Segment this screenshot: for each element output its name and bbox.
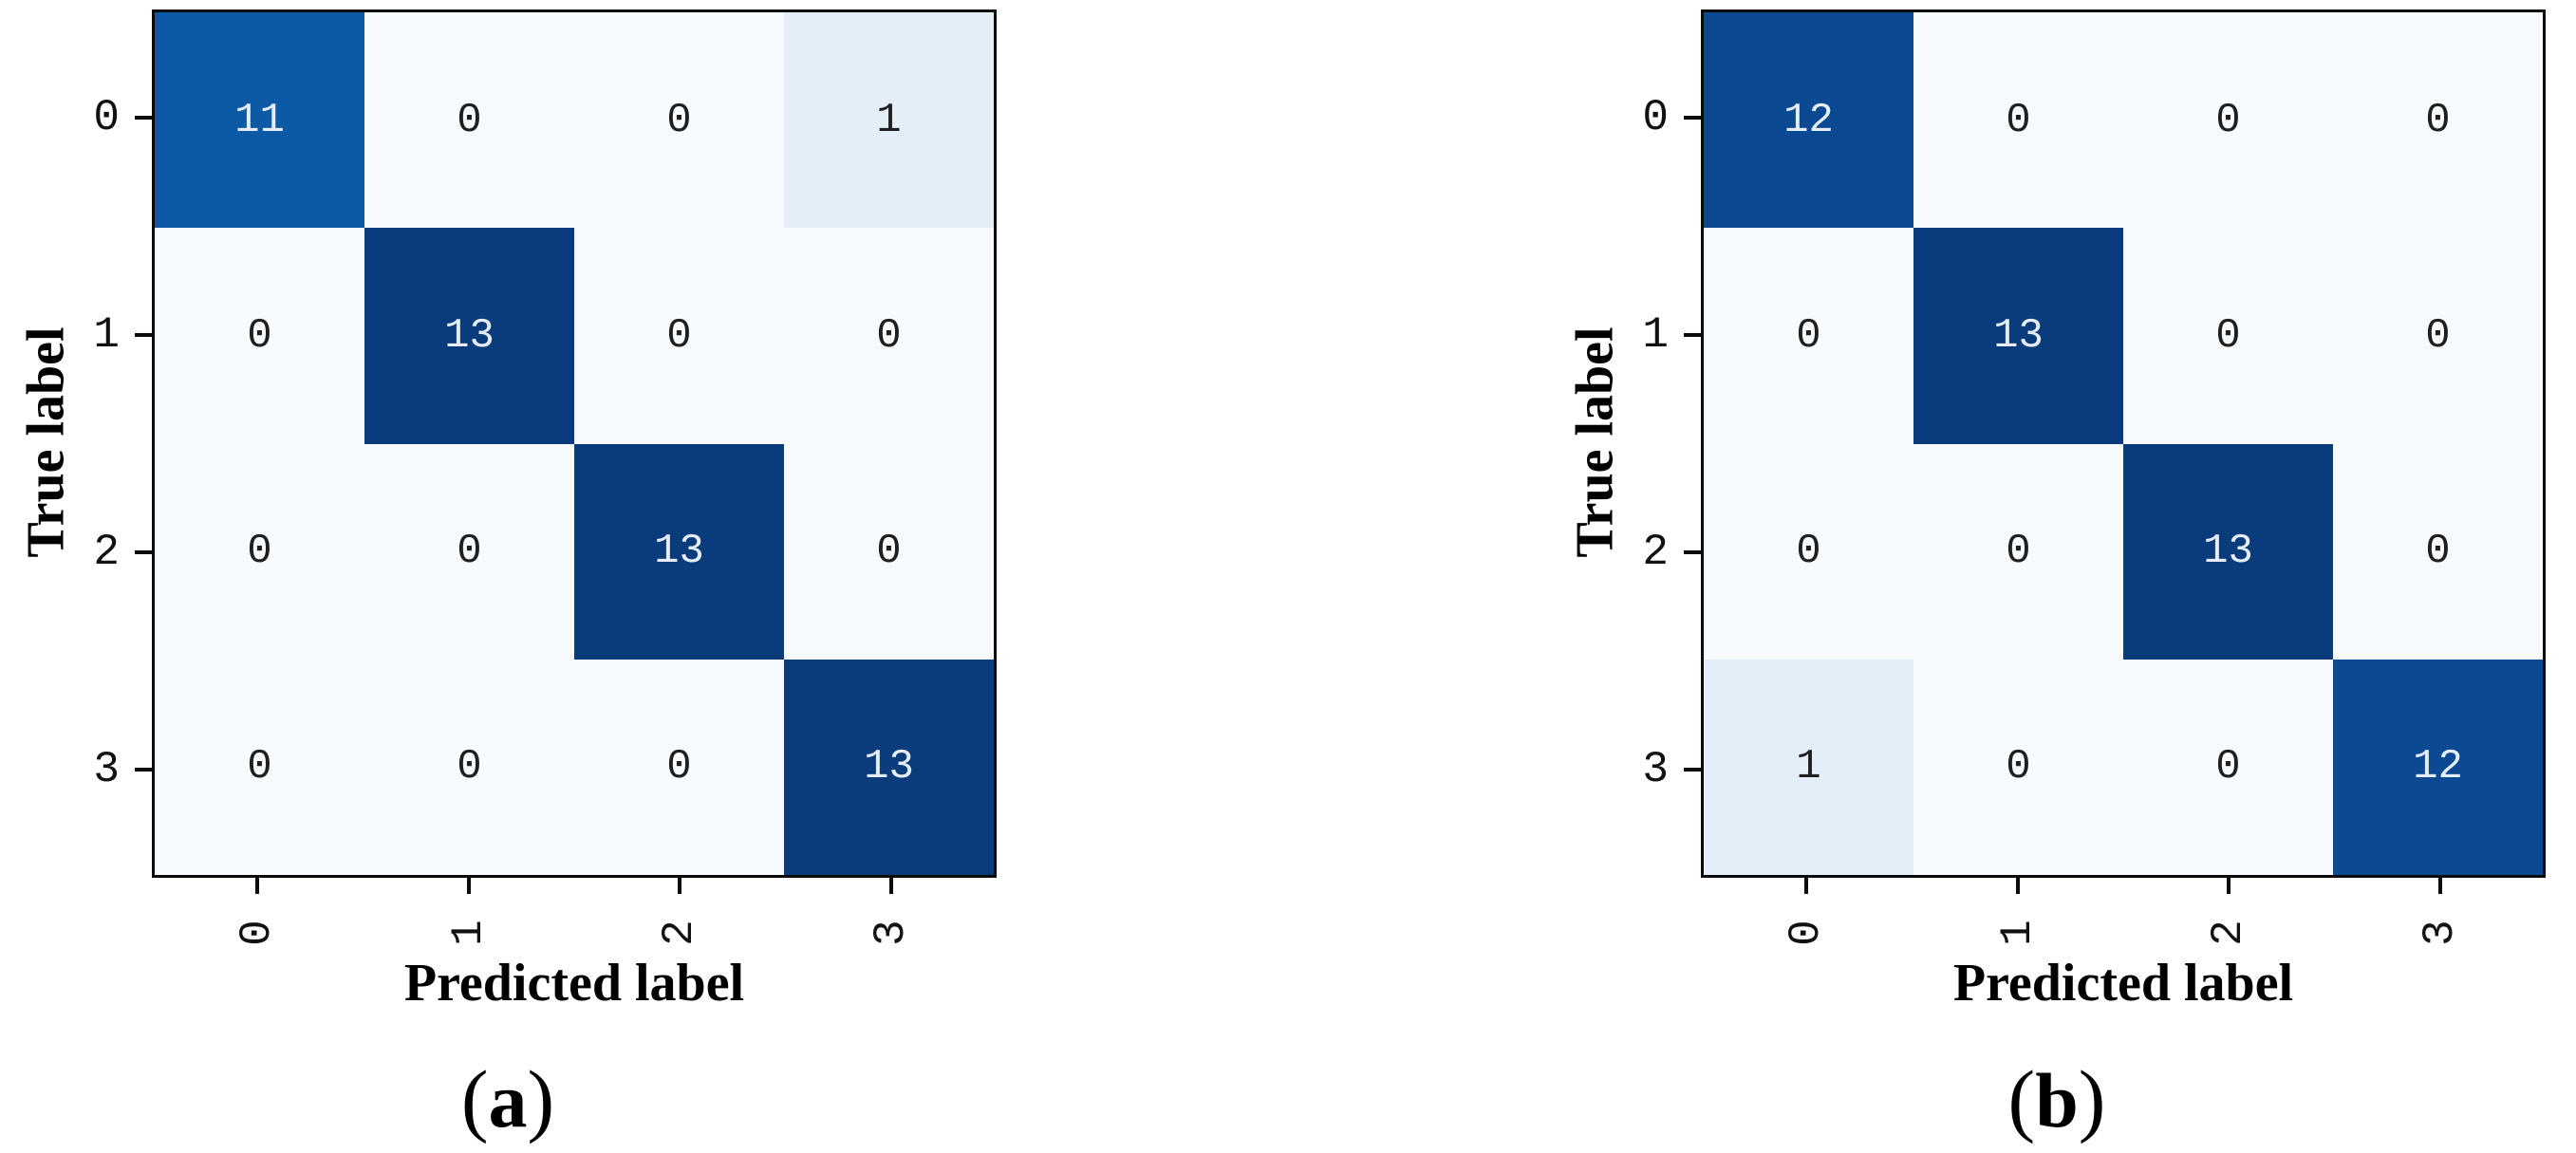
y-tick-mark bbox=[1684, 767, 1701, 772]
matrix-cell: 0 bbox=[784, 443, 994, 660]
x-tick-mark bbox=[466, 878, 471, 894]
y-tick-mark bbox=[135, 549, 152, 554]
matrix-cell: 0 bbox=[574, 228, 784, 444]
matrix-cell: 0 bbox=[2333, 228, 2543, 444]
matrix-cell: 0 bbox=[1913, 659, 2123, 875]
heatmap-grid-b: 12 0 0 0 0 13 0 0 0 0 13 0 1 0 0 12 bbox=[1701, 9, 2546, 878]
caption-paren-close: ) bbox=[527, 1053, 555, 1144]
x-axis-label: Predicted label bbox=[1952, 954, 2294, 1013]
x-tick-mark bbox=[255, 878, 260, 894]
y-tick-mark bbox=[135, 767, 152, 772]
x-tick-mark bbox=[1804, 878, 1809, 894]
matrix-cell: 0 bbox=[784, 228, 994, 444]
matrix-cell: 13 bbox=[364, 228, 574, 444]
y-tick-label: 1 bbox=[1642, 310, 1669, 361]
matrix-cell: 0 bbox=[155, 659, 364, 875]
matrix-cell: 13 bbox=[2123, 443, 2333, 660]
matrix-cell: 11 bbox=[155, 12, 364, 229]
y-tick-mark bbox=[1684, 333, 1701, 338]
matrix-cell: 0 bbox=[364, 12, 574, 229]
matrix-cell: 0 bbox=[1913, 443, 2123, 660]
x-tick-mark bbox=[888, 878, 893, 894]
x-tick-mark bbox=[2015, 878, 2020, 894]
y-tick-label: 0 bbox=[1642, 93, 1669, 143]
y-tick-label: 2 bbox=[1642, 527, 1669, 577]
x-tick-label: 3 bbox=[2415, 920, 2465, 946]
caption-paren-open: ( bbox=[2007, 1053, 2036, 1144]
matrix-cell: 0 bbox=[364, 443, 574, 660]
y-tick-mark bbox=[135, 116, 152, 121]
caption-paren-open: ( bbox=[460, 1053, 489, 1144]
matrix-cell: 0 bbox=[574, 659, 784, 875]
x-axis-label: Predicted label bbox=[403, 954, 745, 1013]
x-tick-mark bbox=[2437, 878, 2442, 894]
matrix-cell: 0 bbox=[2333, 12, 2543, 229]
y-tick-mark bbox=[1684, 116, 1701, 121]
y-tick-label: 0 bbox=[93, 93, 120, 143]
x-tick-label: 3 bbox=[866, 920, 916, 946]
y-tick-label: 3 bbox=[93, 744, 120, 794]
y-tick-label: 1 bbox=[93, 310, 120, 361]
matrix-cell: 0 bbox=[1704, 228, 1913, 444]
matrix-cell: 0 bbox=[1704, 443, 1913, 660]
matrix-cell: 0 bbox=[2123, 659, 2333, 875]
x-tick-label: 0 bbox=[233, 920, 283, 946]
matrix-cell: 12 bbox=[2333, 659, 2543, 875]
matrix-cell: 13 bbox=[1913, 228, 2123, 444]
y-tick-mark bbox=[1684, 549, 1701, 554]
subfigure-caption-a: (a) bbox=[19, 1051, 997, 1146]
caption-paren-close: ) bbox=[2078, 1053, 2106, 1144]
x-tick-label: 0 bbox=[1782, 920, 1832, 946]
y-tick-label: 3 bbox=[1642, 744, 1669, 794]
matrix-cell: 0 bbox=[155, 443, 364, 660]
matrix-cell: 1 bbox=[1704, 659, 1913, 875]
caption-letter: b bbox=[2035, 1057, 2079, 1144]
caption-letter: a bbox=[488, 1057, 528, 1144]
matrix-cell: 0 bbox=[2123, 12, 2333, 229]
matrix-cell: 0 bbox=[364, 659, 574, 875]
matrix-cell: 0 bbox=[574, 12, 784, 229]
y-tick-mark bbox=[135, 333, 152, 338]
matrix-cell: 1 bbox=[784, 12, 994, 229]
x-tick-mark bbox=[678, 878, 682, 894]
matrix-cell: 13 bbox=[574, 443, 784, 660]
matrix-cell: 12 bbox=[1704, 12, 1913, 229]
y-tick-label: 2 bbox=[93, 527, 120, 577]
matrix-cell: 13 bbox=[784, 659, 994, 875]
matrix-cell: 0 bbox=[1913, 12, 2123, 229]
heatmap-grid-a: 11 0 0 1 0 13 0 0 0 0 13 0 0 0 0 13 bbox=[152, 9, 997, 878]
subfigure-caption-b: (b) bbox=[1568, 1051, 2546, 1146]
matrix-cell: 0 bbox=[2123, 228, 2333, 444]
matrix-cell: 0 bbox=[155, 228, 364, 444]
x-tick-mark bbox=[2227, 878, 2231, 894]
matrix-cell: 0 bbox=[2333, 443, 2543, 660]
